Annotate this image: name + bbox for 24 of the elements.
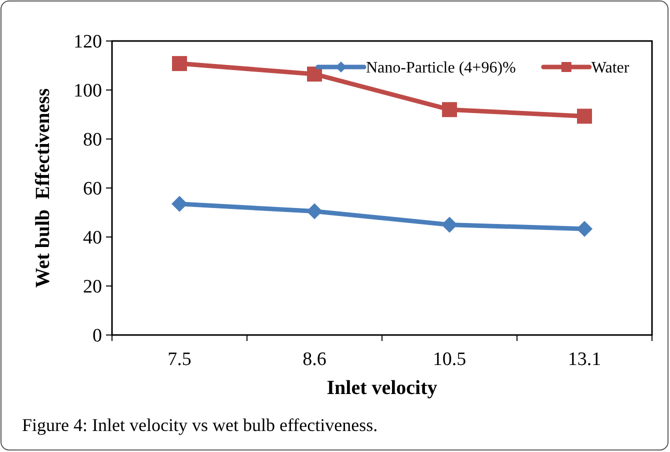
y-axis-title: Wet bulb Effectiveness — [32, 88, 54, 288]
x-tick-label: 8.6 — [302, 349, 326, 370]
y-tick-label: 40 — [83, 228, 102, 249]
point — [306, 203, 322, 220]
point — [576, 220, 592, 237]
legend-label: Nano-Particle (4+96)% — [366, 60, 516, 77]
y-tick-label: 20 — [83, 276, 102, 298]
y-tick-label: 0 — [92, 326, 102, 347]
point — [577, 108, 592, 124]
x-axis-title: Inlet velocity — [326, 377, 438, 399]
caption: Figure 4: Inlet velocity vs wet bulb effectiveness. — [22, 415, 378, 435]
y-tick-label: 80 — [83, 130, 102, 151]
point — [172, 56, 187, 72]
y-tick-label: 120 — [74, 32, 102, 53]
legend-label: Water — [591, 60, 630, 77]
x-tick-label: 13.1 — [568, 349, 602, 370]
point — [442, 216, 458, 233]
point — [442, 102, 457, 118]
point — [172, 196, 188, 212]
x-tick-label: 7.5 — [168, 349, 192, 370]
y-tick-label: 60 — [83, 178, 102, 200]
point — [307, 66, 322, 82]
y-tick-label: 100 — [74, 80, 102, 102]
x-tick-label: 10.5 — [432, 349, 466, 370]
